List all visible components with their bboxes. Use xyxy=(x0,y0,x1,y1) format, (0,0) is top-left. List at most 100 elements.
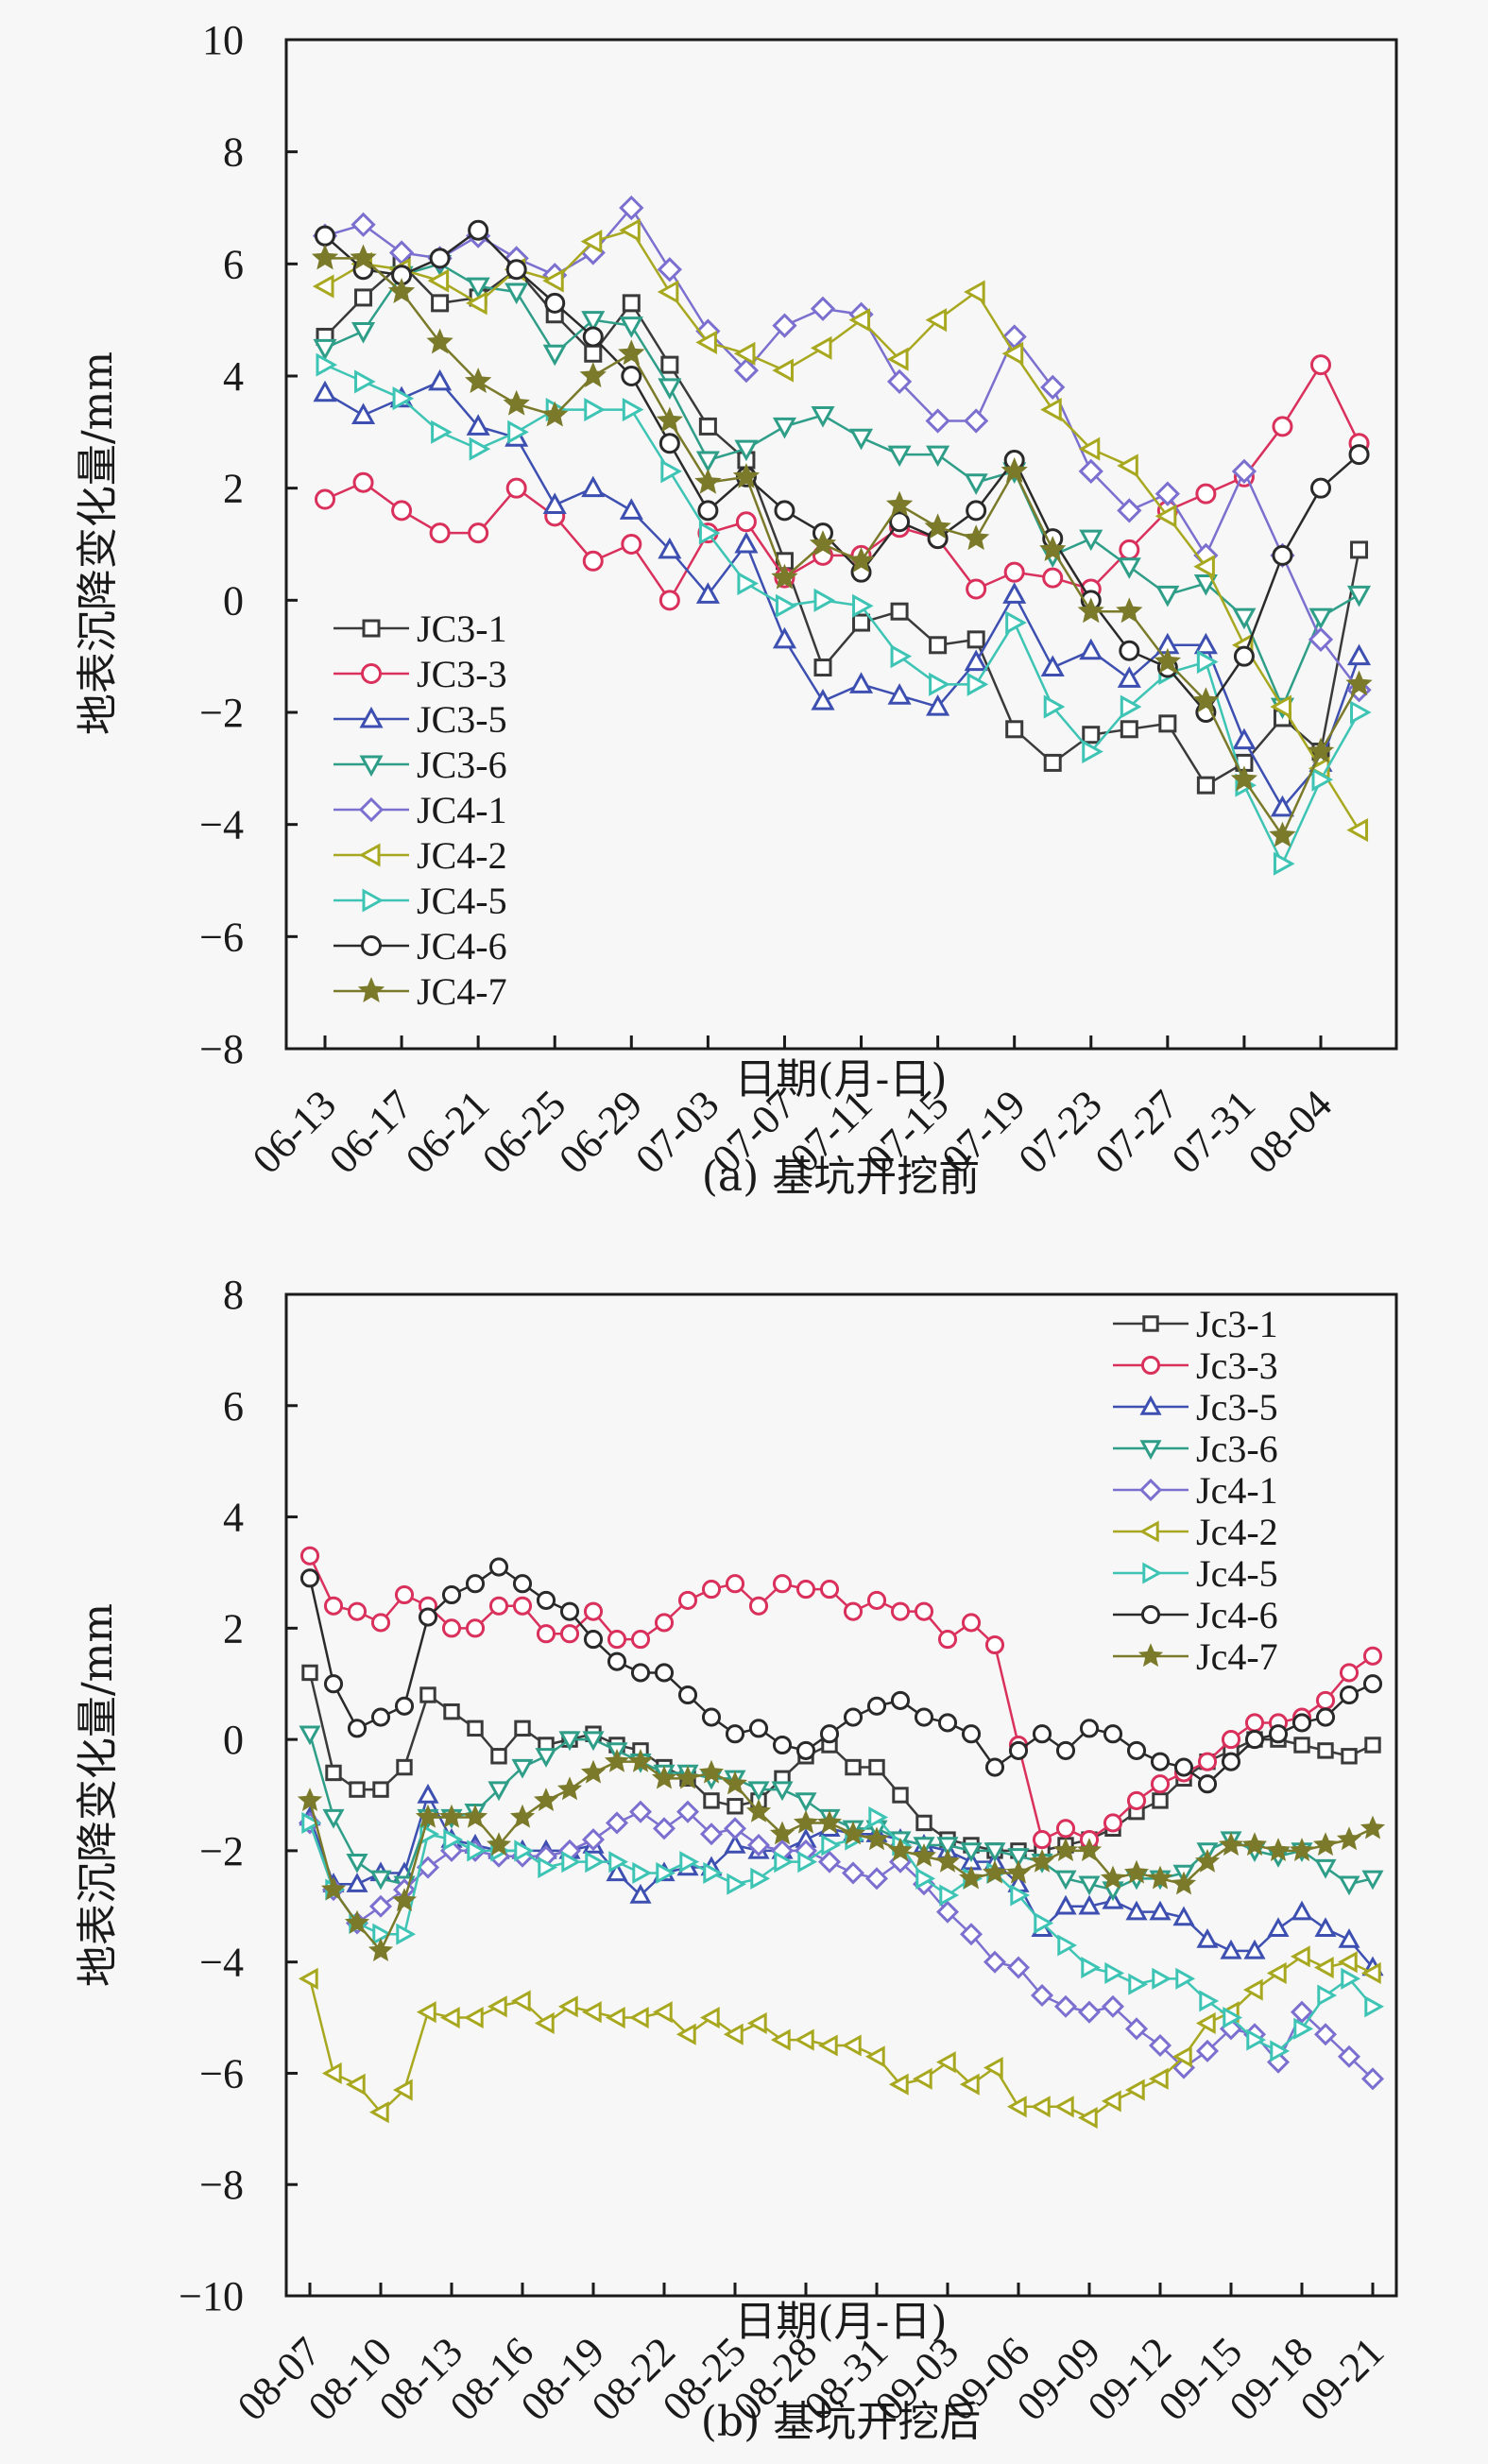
data-point xyxy=(630,1663,651,1683)
data-point xyxy=(426,328,453,354)
data-point xyxy=(1270,2040,1291,2062)
data-point xyxy=(819,1724,840,1744)
x-tick-label: 08-16 xyxy=(441,2328,542,2429)
data-point xyxy=(322,1808,345,1829)
data-point xyxy=(618,339,645,366)
data-point xyxy=(984,1757,1005,1777)
data-point xyxy=(982,1859,1008,1884)
data-point xyxy=(890,602,909,621)
data-point xyxy=(966,500,987,522)
data-point xyxy=(1243,1939,1266,1959)
data-point xyxy=(658,590,680,611)
data-point xyxy=(1241,1832,1268,1857)
legend-label: JC4-5 xyxy=(417,880,507,922)
data-point xyxy=(748,1596,769,1616)
data-point xyxy=(695,330,717,354)
data-point xyxy=(966,630,985,649)
data-point xyxy=(509,1804,536,1828)
data-point xyxy=(848,308,871,333)
data-point xyxy=(1158,714,1177,733)
data-point xyxy=(466,277,490,299)
data-point xyxy=(821,1834,842,1857)
data-point xyxy=(581,475,606,498)
data-point xyxy=(1197,1752,1218,1771)
data-point xyxy=(698,417,717,436)
series-jc3-5 xyxy=(313,368,1372,817)
data-point xyxy=(415,1804,441,1828)
data-point xyxy=(734,531,759,554)
data-point xyxy=(344,1909,370,1934)
data-point xyxy=(656,406,683,433)
data-point xyxy=(890,1601,911,1621)
data-point xyxy=(1152,1792,1169,1809)
data-point xyxy=(1117,498,1142,523)
y-tick-label: −8 xyxy=(199,1026,244,1072)
data-point xyxy=(1172,2045,1192,2068)
data-point xyxy=(1079,638,1103,660)
data-point xyxy=(315,225,335,247)
data-point xyxy=(1317,1984,1338,2007)
series-jc4-2 xyxy=(298,1945,1381,2130)
data-point xyxy=(347,1601,368,1621)
data-point xyxy=(443,1703,460,1720)
data-point xyxy=(622,294,641,313)
data-point xyxy=(538,1857,558,1879)
y-tick-label: −4 xyxy=(199,1940,244,1986)
data-point xyxy=(299,1546,320,1566)
data-point xyxy=(701,1707,722,1727)
data-point xyxy=(1244,1730,1265,1750)
data-point xyxy=(1273,851,1295,876)
data-point xyxy=(746,1833,771,1857)
data-point xyxy=(1223,2007,1243,2029)
x-tick-label: 09-18 xyxy=(1221,2328,1322,2429)
data-point xyxy=(1338,1875,1360,1896)
data-point xyxy=(582,550,604,572)
y-tick-label: −2 xyxy=(199,1828,244,1874)
data-point xyxy=(929,672,950,696)
data-point xyxy=(1360,2067,1385,2091)
data-point xyxy=(584,398,606,422)
data-point xyxy=(346,1853,368,1874)
data-point xyxy=(1317,1742,1334,1759)
legend: Jc3-1Jc3-3Jc3-5Jc3-6Jc4-1Jc4-2Jc4-5Jc4-6… xyxy=(1113,1303,1278,1678)
legend-marker xyxy=(1140,1604,1161,1625)
data-point xyxy=(606,1861,628,1882)
y-tick-label: −2 xyxy=(199,690,244,736)
data-point xyxy=(297,1788,323,1812)
data-point xyxy=(734,439,759,462)
data-point xyxy=(507,419,529,444)
x-tick-label: 08-04 xyxy=(1240,1081,1341,1182)
y-tick-label: −10 xyxy=(179,2273,244,2319)
data-point xyxy=(1195,483,1217,505)
data-point xyxy=(964,408,989,434)
data-point xyxy=(819,1580,840,1600)
data-point xyxy=(1195,2011,1216,2034)
data-point xyxy=(1197,1774,1218,1794)
data-point xyxy=(1082,726,1101,744)
data-point xyxy=(961,1724,982,1744)
data-point xyxy=(775,593,797,618)
data-point xyxy=(841,2034,862,2057)
data-point xyxy=(737,571,760,596)
data-point xyxy=(1055,1819,1076,1839)
data-point xyxy=(1077,597,1104,624)
data-point xyxy=(585,1851,606,1874)
data-point xyxy=(465,1618,486,1638)
data-point xyxy=(323,1674,344,1694)
data-point xyxy=(392,2079,413,2101)
series-line-jc4-1 xyxy=(324,205,1360,692)
data-point xyxy=(315,488,335,510)
data-point xyxy=(468,219,489,241)
data-point xyxy=(541,401,569,427)
data-point xyxy=(656,1861,676,1884)
legend-marker xyxy=(357,977,385,1003)
data-point xyxy=(619,195,644,221)
data-point xyxy=(1006,1956,1031,1979)
series-line-jc3-5 xyxy=(324,380,1360,811)
data-point xyxy=(1006,2096,1027,2118)
data-point xyxy=(1042,567,1064,589)
series-line-jc4-6 xyxy=(308,1566,1374,1786)
legend-marker xyxy=(358,796,385,823)
data-point xyxy=(394,1696,415,1716)
data-point xyxy=(542,344,567,367)
